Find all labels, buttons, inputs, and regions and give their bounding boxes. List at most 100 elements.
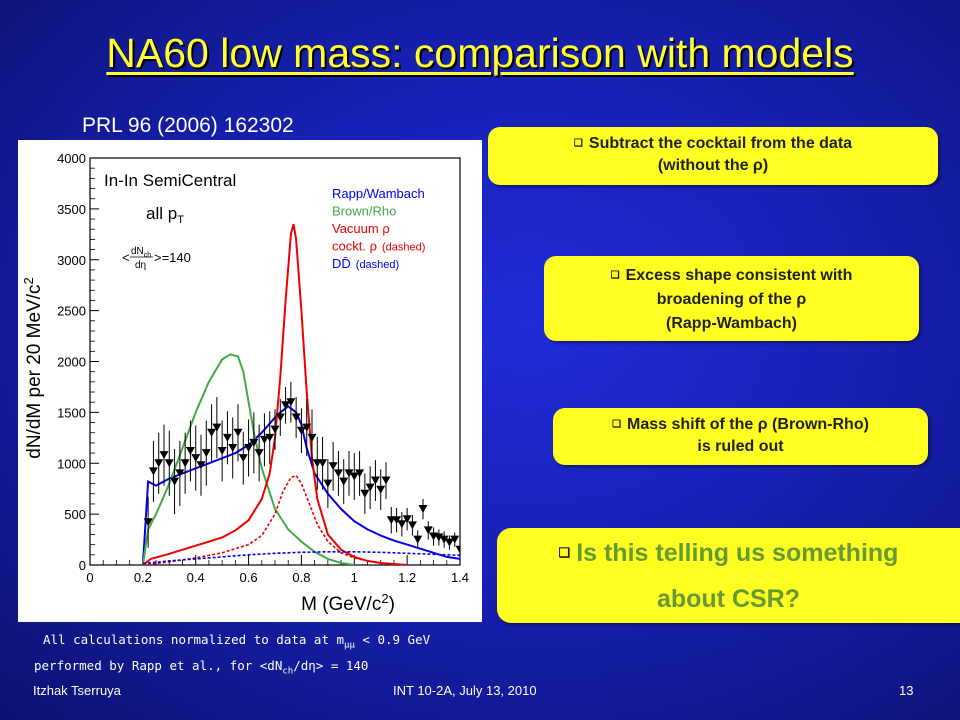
paper-reference: PRL 96 (2006) 162302 <box>82 114 294 137</box>
y-tick-label: 2000 <box>57 355 86 370</box>
data-point <box>148 467 158 476</box>
note-line-1: All calculations normalized to data at m… <box>43 632 431 651</box>
data-point <box>349 472 359 481</box>
data-point <box>381 476 391 485</box>
square-bullet-icon: ❑ <box>610 270 620 281</box>
data-point <box>413 535 423 544</box>
footer-author: Itzhak Tserruya <box>33 683 121 698</box>
y-tick-label: 1000 <box>57 456 86 471</box>
mult-open: < <box>122 250 130 265</box>
callout-line: ❑ Mass shift of the ρ (Brown-Rho) <box>553 414 928 436</box>
multiplicity-label: < dNch dη >=140 <box>122 246 191 271</box>
data-point <box>217 447 227 456</box>
dilepton-mass-chart: 0 500 1000 1500 2000 2500 3000 3500 4000 0 0.2 0.4… <box>21 151 469 615</box>
y-tick-label: 4000 <box>57 151 86 166</box>
data-point <box>365 483 375 492</box>
x-tick-label: 1 <box>351 570 358 585</box>
x-tick-label: 0 <box>86 570 93 585</box>
data-point <box>244 443 254 452</box>
data-point <box>265 433 275 442</box>
data-point <box>444 538 454 547</box>
x-tick-label: 1.2 <box>398 570 416 585</box>
data-point <box>259 435 269 444</box>
callout-line: (Rapp-Wambach) <box>666 315 797 332</box>
data-point <box>376 485 386 494</box>
x-tick-label: 0.6 <box>240 570 258 585</box>
legend-entry: Vacuum ρ <box>332 221 390 236</box>
data-point <box>222 433 232 442</box>
callout-mass-shift: ❑ Mass shift of the ρ (Brown-Rho) is rule… <box>553 408 928 465</box>
callout-excess-shape: ❑ Excess shape consistent with broadening… <box>544 256 919 341</box>
data-point <box>159 451 169 460</box>
x-axis-label: M (GeV/c2) <box>301 591 395 615</box>
data-point <box>164 459 174 468</box>
callout-text: Mass shift of the ρ (Brown-Rho) <box>627 416 869 433</box>
data-point <box>307 433 317 442</box>
system-label: In-In SemiCentral <box>104 171 236 190</box>
mult-denominator: dη <box>135 260 146 271</box>
data-point <box>455 545 460 554</box>
y-axis: 0 500 1000 1500 2000 2500 3000 3500 4000 <box>57 151 99 573</box>
data-point <box>291 413 301 422</box>
y-tick-label: 500 <box>64 507 86 522</box>
series-line <box>142 223 408 565</box>
x-tick-label: 0.8 <box>292 570 310 585</box>
data-point <box>355 469 365 478</box>
data-point <box>328 462 338 471</box>
data-point <box>450 535 460 544</box>
data-point <box>323 479 333 488</box>
normalization-note: All calculations normalized to data at m… <box>34 630 474 681</box>
pt-label: all pT <box>146 204 184 226</box>
callout-line: ❑ Excess shape consistent with <box>544 264 919 288</box>
callout-subtract-cocktail: ❑ Subtract the cocktail from the data (wi… <box>488 127 938 185</box>
data-point <box>397 520 407 529</box>
callout-text: Is this telling us something <box>576 539 899 567</box>
square-bullet-icon: ❑ <box>558 545 571 560</box>
data-point <box>281 401 291 410</box>
data-point <box>344 469 354 478</box>
x-axis: 0 0.2 0.4 0.6 0.8 1 1.2 1.4 <box>86 555 469 585</box>
data-point <box>302 423 312 432</box>
callout-line: is ruled out <box>697 438 784 455</box>
chart-legend: Rapp/Wambach Brown/Rho Vacuum ρ cockt. ρ (da… <box>332 186 425 271</box>
slide-title: NA60 low mass: comparison with models <box>106 30 854 76</box>
data-point <box>407 521 417 530</box>
y-tick-label: 2500 <box>57 304 86 319</box>
y-tick-label: 3000 <box>57 253 86 268</box>
slide-number: 13 <box>899 683 914 698</box>
data-point <box>339 477 349 486</box>
data-point <box>439 535 449 544</box>
data-point <box>180 459 190 468</box>
series-line <box>141 353 355 565</box>
data-point <box>286 398 296 407</box>
data-point <box>175 469 185 478</box>
data-point <box>228 443 238 452</box>
data-point <box>360 489 370 498</box>
data-point <box>207 428 217 437</box>
note-line-2: performed by Rapp et al., for <dNch/dη> … <box>34 657 369 677</box>
data-point <box>254 449 264 458</box>
callout-text: Excess shape consistent with <box>625 267 853 284</box>
square-bullet-icon: ❑ <box>612 419 622 430</box>
x-tick-label: 0.2 <box>134 570 152 585</box>
y-axis-label: dN/dM per 20 MeV/c2 <box>21 277 45 458</box>
data-point <box>392 516 402 525</box>
data-point <box>196 461 206 470</box>
data-point <box>434 533 444 542</box>
legend-entry: DD̄ (dashed) <box>332 256 399 271</box>
y-tick-label: 1500 <box>57 405 86 420</box>
mult-value: >=140 <box>154 250 191 265</box>
data-point <box>233 428 243 437</box>
callout-text: Subtract the cocktail from the data <box>588 135 853 152</box>
data-point <box>212 423 222 432</box>
series-line <box>142 474 408 565</box>
legend-entry-suffix: (dashed) <box>356 259 399 271</box>
data-point <box>333 469 343 478</box>
data-point <box>418 505 428 514</box>
legend-entry: Rapp/Wambach <box>332 186 425 201</box>
data-point <box>270 425 280 434</box>
data-point <box>238 454 248 463</box>
legend-entry: Brown/Rho <box>332 204 396 219</box>
data-point <box>170 477 180 486</box>
data-point <box>275 413 285 422</box>
